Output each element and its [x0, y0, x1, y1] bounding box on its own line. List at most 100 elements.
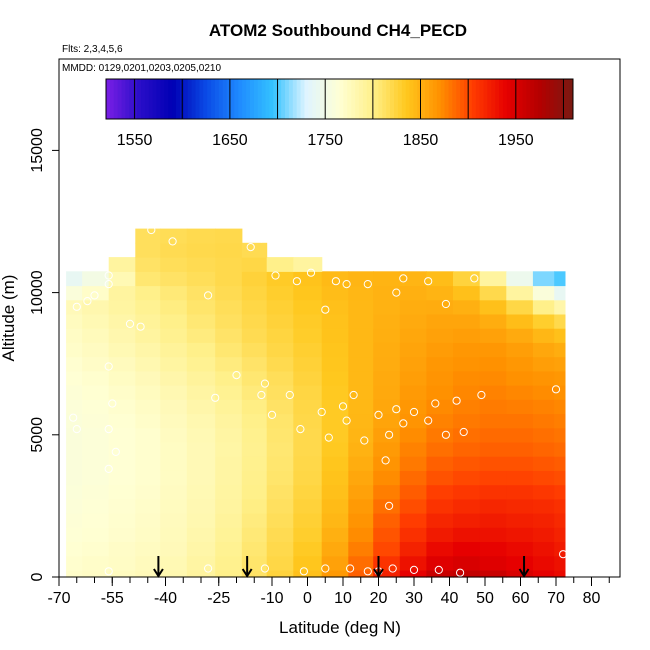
- heatmap-cell: [399, 513, 427, 528]
- heatmap-cell: [554, 513, 566, 528]
- colorbar-swatch: [106, 79, 111, 119]
- heatmap-cell: [293, 370, 323, 386]
- heatmap-cell: [160, 498, 188, 514]
- heatmap-cell: [321, 370, 349, 386]
- heatmap-cell: [186, 456, 216, 471]
- heatmap-cell: [453, 555, 481, 571]
- heatmap-cell: [321, 271, 349, 287]
- colorbar-swatch: [386, 79, 391, 119]
- heatmap-cell: [426, 470, 454, 486]
- x-tick-label: -10: [260, 590, 283, 607]
- observation-point: [363, 567, 372, 576]
- heatmap-cell: [453, 342, 481, 358]
- heatmap-cell: [348, 555, 374, 571]
- heatmap-cell: [479, 498, 507, 514]
- heatmap-cell: [135, 242, 161, 258]
- heatmap-cell: [479, 328, 507, 343]
- heatmap-cell: [160, 527, 188, 542]
- heatmap-cell: [66, 498, 83, 514]
- observation-point: [321, 305, 330, 314]
- heatmap-cell: [241, 242, 268, 258]
- heatmap-cell: [82, 271, 110, 287]
- heatmap-cell: [66, 385, 83, 400]
- heatmap-cell: [399, 299, 427, 315]
- heatmap-cell: [532, 370, 555, 386]
- heatmap-cell: [506, 328, 534, 343]
- colorbar-swatch: [510, 79, 516, 119]
- heatmap-cell: [293, 527, 323, 542]
- heatmap-cell: [186, 569, 216, 578]
- heatmap-cell: [266, 299, 294, 315]
- heatmap-cell: [160, 513, 188, 528]
- flight-arrow: [518, 556, 530, 578]
- heatmap-cell: [108, 456, 136, 471]
- heatmap-cell: [108, 569, 136, 578]
- colorbar-swatch: [265, 79, 270, 119]
- heatmap-cell: [135, 328, 161, 343]
- heatmap-cell: [348, 271, 374, 287]
- heatmap-cell: [554, 370, 566, 386]
- colorbar-swatch: [374, 79, 379, 119]
- heatmap-cell: [506, 527, 534, 542]
- observation-point: [342, 280, 351, 289]
- heatmap-cell: [554, 555, 566, 571]
- heatmap-cell: [373, 513, 401, 528]
- heatmap-cell: [321, 285, 349, 301]
- heatmap-cell: [241, 441, 268, 457]
- colorbar-swatch: [218, 79, 224, 119]
- heatmap-cell: [293, 328, 323, 343]
- heatmap-cell: [426, 356, 454, 372]
- colorbar-swatch: [133, 79, 138, 119]
- observation-point: [104, 464, 113, 473]
- heatmap-cell: [82, 441, 110, 457]
- colorbar-swatch: [234, 79, 239, 119]
- observation-point: [385, 430, 394, 439]
- colorbar-swatch: [502, 79, 508, 119]
- colorbar-swatch: [530, 79, 535, 119]
- heatmap-cell: [453, 470, 481, 486]
- heatmap-cell: [348, 328, 374, 343]
- heatmap-cell: [554, 498, 566, 514]
- heatmap-cell: [479, 513, 507, 528]
- heatmap-cell: [241, 569, 268, 578]
- heatmap-cell: [108, 285, 136, 301]
- heatmap-cell: [135, 513, 161, 528]
- heatmap-cell: [241, 484, 268, 500]
- heatmap-cell: [348, 413, 374, 429]
- x-tick-label: -25: [207, 590, 230, 607]
- heatmap-cell: [399, 470, 427, 486]
- colorbar-swatch: [421, 79, 426, 119]
- colorbar-swatch: [526, 79, 531, 119]
- heatmap-cell: [399, 427, 427, 443]
- heatmap-cell: [241, 299, 268, 315]
- colorbar-swatch: [312, 79, 317, 119]
- heatmap-cell: [426, 299, 454, 315]
- x-tick-label: 30: [405, 590, 423, 607]
- heatmap-cell: [453, 413, 481, 429]
- heatmap-cell: [266, 342, 294, 358]
- observation-point: [147, 225, 156, 235]
- heatmap-cell: [348, 513, 374, 528]
- y-axis: 0 5000 10000 15000: [29, 128, 59, 581]
- heatmap-cell: [266, 385, 294, 400]
- heatmap-cell: [554, 385, 566, 400]
- heatmap-cell: [241, 498, 268, 514]
- heatmap-cell: [399, 527, 427, 542]
- colorbar-swatch: [413, 79, 418, 119]
- heatmap-cell: [82, 342, 110, 358]
- heatmap-cell: [241, 427, 268, 443]
- heatmap-cell: [554, 342, 566, 358]
- heatmap-cell: [399, 370, 427, 386]
- heatmap-cell: [479, 541, 507, 557]
- heatmap-cell: [215, 470, 243, 486]
- heatmap-cell: [479, 299, 507, 315]
- colorbar-swatch: [382, 79, 387, 119]
- heatmap-cell: [82, 299, 110, 315]
- heatmap-cell: [186, 228, 216, 244]
- colorbar-swatch: [300, 79, 305, 119]
- observation-point: [204, 564, 213, 573]
- heatmap-cell: [373, 427, 401, 443]
- heatmap-cell: [135, 555, 161, 571]
- heatmap-cell: [293, 484, 323, 500]
- heatmap-cell: [186, 399, 216, 415]
